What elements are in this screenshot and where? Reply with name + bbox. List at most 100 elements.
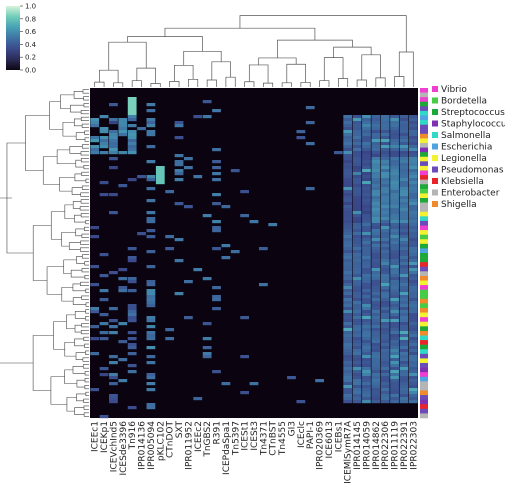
dendrogram-branch — [74, 407, 85, 415]
heatmap-cell — [343, 121, 353, 125]
heatmap-cell — [109, 118, 118, 122]
heatmap-cell — [380, 190, 390, 194]
heatmap-cell — [352, 322, 362, 326]
heatmap-cell — [380, 355, 390, 359]
heatmap-cell — [408, 199, 418, 203]
heatmap-cell — [390, 235, 399, 239]
heatmap-cell — [399, 178, 409, 182]
heatmap-cell — [362, 220, 371, 224]
heatmap-cell — [352, 385, 362, 389]
heatmap-cell — [343, 157, 353, 161]
heatmap-cell — [109, 361, 118, 365]
heatmap-cell — [352, 388, 362, 392]
dendrogram-branch — [398, 51, 414, 87]
heatmap-cell — [99, 193, 109, 197]
heatmap-cell — [352, 400, 362, 404]
heatmap-cell — [137, 175, 146, 179]
dendrogram-branch — [0, 197, 34, 364]
dendrogram-branch — [84, 226, 89, 231]
heatmap-cell — [352, 283, 362, 287]
heatmap-cell — [343, 139, 353, 143]
heatmap-cell — [343, 241, 353, 245]
heatmap-cell — [390, 322, 399, 326]
heatmap-cell — [399, 349, 409, 353]
dendrogram-branch — [85, 309, 89, 314]
dendrogram-branch — [131, 80, 142, 87]
heatmap-cell — [371, 319, 381, 323]
heatmap-cell — [408, 367, 418, 371]
heatmap-cell — [399, 277, 409, 281]
row-genus-swatch — [420, 257, 428, 263]
row-genus-swatch — [420, 358, 428, 364]
heatmap-cell — [343, 115, 353, 119]
heatmap-cell — [352, 307, 362, 311]
heatmap-cell — [362, 130, 371, 134]
heatmap-cell — [146, 304, 156, 308]
row-genus-swatch — [420, 202, 428, 208]
heatmap-cell — [305, 106, 315, 110]
heatmap-cell — [221, 244, 231, 248]
heatmap-cell — [99, 151, 109, 155]
heatmap-cell — [362, 355, 371, 359]
heatmap-cell — [146, 178, 156, 182]
heatmap-cell — [380, 367, 390, 371]
heatmap-cell — [399, 163, 409, 167]
heatmap-cell — [352, 265, 362, 269]
heatmap-cell — [174, 163, 184, 167]
heatmap-cell — [174, 160, 184, 164]
dendrogram-branch — [63, 259, 77, 274]
heatmap-cell — [390, 154, 399, 158]
heatmap-cell — [380, 283, 390, 287]
heatmap-cell — [127, 112, 137, 116]
dendrogram-branch — [394, 76, 405, 87]
heatmap-cell — [399, 397, 409, 401]
heatmap-cell — [343, 376, 353, 380]
heatmap-cell — [212, 166, 221, 170]
heatmap-cell — [390, 373, 399, 377]
heatmap-cell — [305, 121, 315, 125]
heatmap-cell — [362, 361, 371, 365]
heatmap-cell — [371, 121, 381, 125]
heatmap-cell — [146, 325, 156, 329]
column-label: ICEKp1 — [100, 421, 110, 453]
heatmap-cell — [380, 226, 390, 230]
heatmap-cell — [371, 184, 381, 188]
heatmap-cell — [146, 160, 156, 164]
heatmap-cell — [362, 283, 371, 287]
heatmap-cell — [362, 346, 371, 350]
heatmap-cell — [371, 223, 381, 227]
dendrogram-branch — [74, 324, 82, 333]
heatmap-cell — [362, 169, 371, 173]
heatmap-cell — [390, 370, 399, 374]
heatmap-cell — [362, 388, 371, 392]
dendrogram-branch — [83, 405, 89, 410]
dendrogram-branch — [81, 323, 89, 328]
row-genus-swatch — [420, 207, 428, 213]
row-genus-swatch — [420, 239, 428, 245]
heatmap-cell — [146, 250, 156, 254]
dendrogram-branch — [81, 171, 89, 176]
heatmap-cell — [352, 259, 362, 263]
heatmap-cell — [408, 271, 418, 275]
heatmap-cell — [380, 271, 390, 275]
heatmap-cell — [371, 316, 381, 320]
heatmap-cell — [343, 379, 353, 383]
heatmap-cell — [362, 301, 371, 305]
heatmap-cell — [362, 196, 371, 200]
heatmap-cell — [118, 277, 128, 281]
row-genus-swatch — [420, 211, 428, 217]
heatmap-cell — [343, 148, 353, 152]
heatmap-cell — [352, 118, 362, 122]
heatmap-cell — [343, 166, 353, 170]
heatmap-cell — [127, 118, 137, 122]
heatmap-cell — [109, 142, 118, 146]
heatmap-cell — [390, 133, 399, 137]
heatmap-cell — [362, 226, 371, 230]
heatmap-cell — [146, 121, 156, 125]
heatmap-cell — [146, 217, 156, 221]
heatmap-cell — [343, 361, 353, 365]
heatmap-cell — [174, 169, 184, 173]
colorbar: 1.0 0.8 0.6 0.4 0.2 0.0 — [6, 3, 37, 75]
heatmap-cell — [109, 373, 118, 377]
heatmap-cell — [146, 265, 156, 269]
